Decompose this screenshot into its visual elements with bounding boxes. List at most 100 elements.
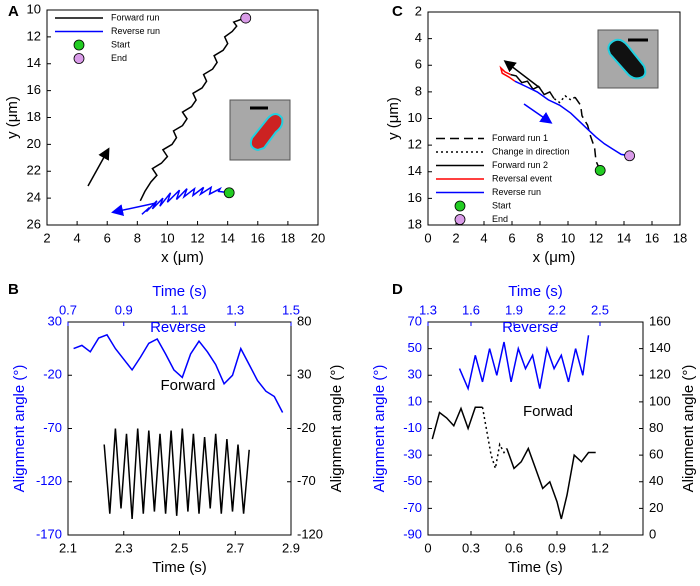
y-tick-label: -70: [43, 420, 62, 435]
y-axis-label: Alignment angle (°): [371, 365, 388, 493]
x-tick-label: 8: [536, 230, 543, 245]
y-tick-label: -10: [403, 420, 422, 435]
series-group: [431, 335, 596, 520]
legend-marker: [73, 39, 85, 51]
y-tick-label: 14: [408, 163, 422, 178]
plot-frame: [67, 321, 292, 536]
x-tick-label: 16: [251, 230, 265, 245]
series-line: [553, 94, 576, 104]
x-tick-label: 4: [480, 230, 487, 245]
y-tick-label: -90: [403, 526, 422, 541]
y2-tick-label: 140: [649, 340, 671, 355]
legend-label: Start: [492, 200, 512, 210]
x-tick-label: 0: [424, 540, 431, 555]
y-tick-label: 12: [408, 137, 422, 152]
y-tick-label: 12: [27, 28, 41, 43]
y-tick-label: 30: [48, 313, 62, 328]
y-tick-label: 4: [415, 30, 422, 45]
x-tick-label: 14: [617, 230, 631, 245]
arrow: [111, 202, 157, 216]
y-tick-label: 70: [408, 313, 422, 328]
y-tick-label: 26: [27, 216, 41, 231]
series-line: [431, 406, 596, 520]
x2-tick-label: 1.9: [505, 302, 523, 317]
y-tick-label: 14: [27, 55, 41, 70]
y2-axis-label: Alignment angle (°): [680, 365, 697, 493]
legend-marker: [454, 214, 466, 225]
x-tick-label: 1.2: [591, 540, 609, 555]
legend-marker: [73, 53, 85, 64]
y-tick-label: 10: [408, 110, 422, 125]
x-tick-label: 2.5: [170, 540, 188, 555]
y-tick-label: 18: [408, 216, 422, 231]
y-tick-label: -30: [403, 447, 422, 462]
y2-tick-label: 80: [649, 420, 663, 435]
x-tick-label: 12: [589, 230, 603, 245]
y-axis-label: Alignment angle (°): [11, 365, 28, 493]
arrow: [503, 60, 541, 89]
legend-label: Forward run: [111, 12, 160, 22]
x2-tick-label: 2.5: [591, 302, 609, 317]
legend-label: Start: [111, 39, 131, 49]
annotation: Reverse: [150, 319, 206, 336]
x-tick-label: 2.1: [59, 540, 77, 555]
x-tick-label: 18: [281, 230, 295, 245]
x-tick-label: 10: [160, 230, 174, 245]
y2-tick-label: 30: [297, 367, 311, 382]
x-tick-label: 4: [73, 230, 80, 245]
y-tick-label: -170: [36, 526, 62, 541]
x2-tick-label: 1.3: [226, 302, 244, 317]
y2-tick-label: 20: [649, 500, 663, 515]
y-tick-label: 16: [27, 82, 41, 97]
y-axis-label: y (μm): [385, 97, 402, 140]
arrow: [87, 147, 110, 187]
x-tick-label: 10: [561, 230, 575, 245]
legend-label: Reverse run: [111, 26, 160, 36]
series-line: [103, 428, 250, 520]
inset-a: [229, 99, 291, 161]
series-line: [73, 333, 284, 413]
y2-axis-label: Alignment angle (°): [328, 365, 345, 493]
series-line: [141, 185, 230, 215]
point: [240, 12, 252, 24]
panel-label: A: [8, 3, 19, 20]
y-tick-label: 24: [27, 190, 41, 205]
y-tick-label: 22: [27, 163, 41, 178]
annotation: Forwad: [523, 403, 573, 420]
y-tick-label: 20: [27, 136, 41, 151]
legend-label: Change in direction: [492, 146, 570, 156]
x2-tick-label: 0.7: [59, 302, 77, 317]
y2-tick-label: -20: [297, 420, 316, 435]
y-tick-label: 50: [408, 340, 422, 355]
series-line: [139, 17, 246, 202]
panel-label: D: [392, 281, 403, 298]
legend-label: End: [111, 53, 127, 63]
annotation: Forward: [160, 377, 215, 394]
x-tick-label: 18: [673, 230, 687, 245]
y2-tick-label: 120: [649, 367, 671, 382]
series-line: [481, 407, 508, 469]
y-tick-label: -50: [403, 473, 422, 488]
y-tick-label: -20: [43, 367, 62, 382]
legend-label: End: [492, 214, 508, 224]
x2-axis-label: Time (s): [152, 283, 206, 300]
x-tick-label: 2.3: [115, 540, 133, 555]
legend-marker: [454, 200, 466, 212]
series-group: [73, 333, 284, 520]
x-axis-label: x (μm): [533, 249, 576, 266]
x2-tick-label: 1.5: [282, 302, 300, 317]
x-tick-label: 0: [424, 230, 431, 245]
x2-tick-label: 1.6: [462, 302, 480, 317]
x-tick-label: 12: [190, 230, 204, 245]
series-group: [499, 65, 635, 176]
x-tick-label: 14: [220, 230, 234, 245]
y-tick-label: 6: [415, 57, 422, 72]
x-tick-label: 0.6: [505, 540, 523, 555]
y2-tick-label: 80: [297, 313, 311, 328]
y-tick-label: -120: [36, 473, 62, 488]
y-axis-label: y (μm): [4, 96, 21, 139]
legend-label: Forward run 2: [492, 160, 548, 170]
x-axis-label: Time (s): [508, 559, 562, 576]
y-tick-label: 10: [408, 393, 422, 408]
